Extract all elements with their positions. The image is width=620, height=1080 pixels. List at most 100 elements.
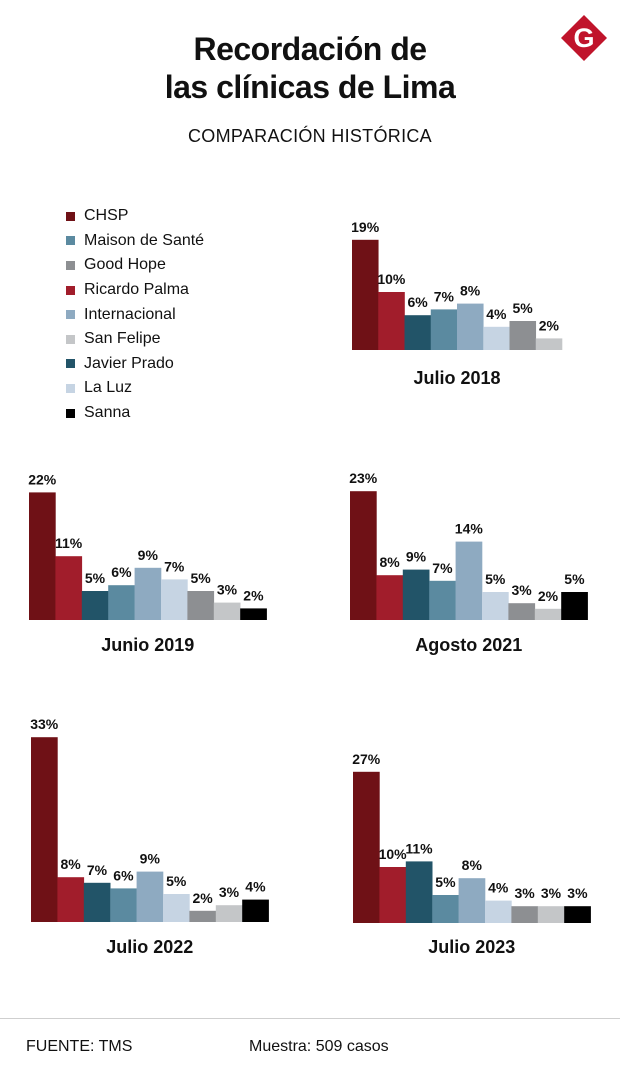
bar-sanna [240, 608, 267, 620]
title-line-2: las clínicas de Lima [164, 69, 456, 105]
data-label-sanna: 3% [567, 885, 588, 901]
bar-javier-prado [405, 861, 433, 923]
data-label-ricardo-palma: 11% [55, 535, 83, 551]
bar-javier-prado [81, 591, 109, 620]
data-label-sanna: 2% [243, 587, 264, 603]
bar-san-felipe [534, 608, 562, 620]
data-label-javier-prado: 11% [405, 840, 433, 856]
legend-label: La Luz [84, 379, 133, 397]
data-label-javier-prado: 9% [406, 549, 427, 565]
legend-label: CHSP [84, 207, 129, 225]
legend-label: Ricardo Palma [84, 281, 189, 299]
bar-maison-de-sante [429, 580, 456, 620]
legend-label: Maison de Santé [84, 231, 205, 249]
bar-javier-prado [402, 569, 430, 620]
data-label-sanna: 5% [564, 571, 585, 587]
bar-chsp [29, 492, 56, 620]
data-label-ricardo-palma: 10% [377, 271, 406, 287]
panel-julio-2022: 33% 8% 7% 6% 9% 5% 2% 3% 4% Julio 2022 [30, 705, 271, 960]
bar-san-felipe [215, 905, 243, 922]
legend-swatch [66, 260, 75, 270]
brand-logo: G [561, 15, 607, 61]
legend-swatch [66, 359, 75, 369]
bar-la-luz [163, 894, 190, 922]
logo-letter: G [573, 23, 594, 53]
bar-internacional [134, 567, 162, 620]
data-label-la-luz: 7% [164, 558, 185, 574]
sample-note: Muestra: 509 casos [249, 1038, 389, 1055]
period-label: Julio 2023 [428, 937, 516, 957]
data-label-javier-prado: 7% [87, 862, 108, 878]
data-label-san-felipe: 3% [219, 884, 240, 900]
data-label-chsp: 27% [352, 751, 381, 767]
logo-diamond [561, 15, 607, 61]
bar-san-felipe [537, 906, 565, 923]
bar-maison-de-sante [108, 585, 135, 620]
legend-swatch [66, 236, 75, 246]
legend-swatch [66, 211, 75, 221]
data-label-javier-prado: 5% [85, 570, 106, 586]
period-label: Junio 2019 [101, 635, 195, 655]
data-label-chsp: 22% [28, 471, 57, 487]
legend-swatch [66, 383, 75, 393]
bar-chsp [31, 737, 58, 922]
legend-label: Javier Prado [84, 354, 174, 372]
legend-item-ricardo-palma: Ricardo Palma [66, 278, 204, 303]
data-label-la-luz: 4% [486, 306, 507, 322]
bar-chart: 19% 10%6% 7% 8% 4% 5% 2% [351, 219, 563, 350]
bar-javier-prado [404, 315, 432, 350]
bar-ricardo-palma [378, 292, 405, 350]
data-label-san-felipe: 3% [217, 582, 238, 598]
data-label-san-felipe: 3% [541, 885, 562, 901]
data-label-internacional: 9% [138, 547, 159, 563]
bar-chart: 23% 8% 9% 7% 14% 5% 3% 2% 5% [349, 470, 588, 620]
bar-chsp [350, 491, 377, 620]
panel-agosto-2021: 23% 8% 9% 7% 14% 5% 3% 2% 5% Agosto 2021 [349, 455, 590, 660]
legend-item-good-hope: Good Hope [66, 253, 204, 278]
bar-good-hope [187, 591, 215, 620]
legend-item-la-luz: La Luz [66, 376, 204, 401]
bar-la-luz [482, 592, 509, 620]
data-label-good-hope: 5% [513, 300, 534, 316]
legend-swatch [66, 285, 75, 295]
legend-swatch [66, 408, 75, 418]
legend: CHSP Maison de Santé Good Hope Ricardo Palm… [66, 204, 204, 425]
period-label: Agosto 2021 [415, 635, 523, 655]
bar-ricardo-palma [376, 575, 404, 620]
panel-julio-2023: 27% 10% 11% 5% 8% 4% 3% 3% 3% Julio 2023 [352, 730, 593, 960]
data-label-maison-de-sante: 6% [111, 564, 132, 580]
bar-good-hope [508, 603, 536, 620]
legend-item-internacional: Internacional [66, 302, 204, 327]
legend-label: Internacional [84, 305, 176, 323]
panel-julio-2018: 19% 10% 6% 7% 8% 4% 5% 2% Julio 2018 [351, 200, 564, 400]
bar-good-hope [509, 321, 537, 350]
legend-label: San Felipe [84, 330, 161, 348]
bar-la-luz [485, 900, 512, 923]
data-label-maison-de-sante: 7% [434, 288, 455, 304]
data-label-internacional: 8% [462, 857, 483, 873]
bar-chart: 22% 11% 5% 6% 9% 7% 5% 3% 2% [28, 471, 267, 620]
data-label-good-hope: 3% [511, 582, 532, 598]
bar-chsp [353, 771, 380, 923]
data-label-ricardo-palma: 8% [60, 856, 81, 872]
legend-label: Sanna [84, 404, 131, 422]
legend-item-san-felipe: San Felipe [66, 327, 204, 352]
bar-ricardo-palma [379, 867, 407, 923]
panel-junio-2019: 22% 11% 5% 6% 9% 7% 5% 3% 2% Junio 2019 [28, 455, 269, 660]
chart-title: Recordación de las clínicas de Lima [0, 30, 620, 106]
data-label-chsp: 23% [349, 470, 378, 486]
data-label-internacional: 9% [140, 851, 161, 867]
data-label-san-felipe: 2% [538, 588, 559, 604]
data-label-sanna: 4% [245, 879, 266, 895]
bar-good-hope [511, 906, 539, 923]
data-label-javier-prado: 6% [408, 294, 429, 310]
bar-ricardo-palma [55, 556, 83, 620]
data-label-maison-de-sante: 5% [435, 874, 456, 890]
data-label-maison-de-sante: 6% [113, 867, 134, 883]
bar-internacional [455, 541, 483, 620]
bar-chsp [352, 239, 379, 350]
bar-maison-de-sante [430, 309, 458, 350]
bar-internacional [136, 871, 164, 922]
bar-sanna [242, 899, 269, 922]
chart-subtitle: COMPARACIÓN HISTÓRICA [188, 126, 432, 146]
